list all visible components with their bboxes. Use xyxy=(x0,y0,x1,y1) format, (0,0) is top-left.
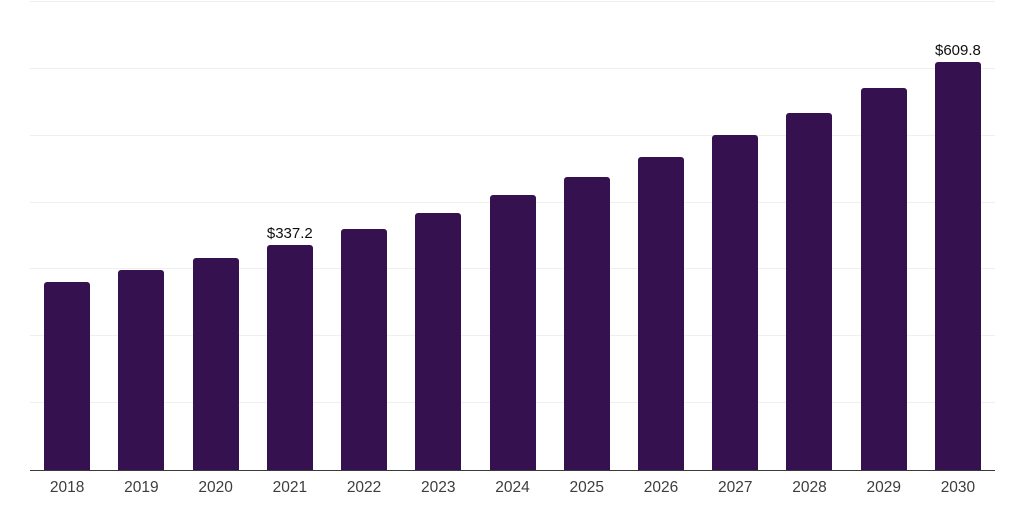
bar-slot-2021: $337.2 xyxy=(253,0,327,470)
bar-2023 xyxy=(415,212,462,470)
bar-2024 xyxy=(489,195,536,470)
bar-slot-2022 xyxy=(327,0,401,470)
bar-slot-2026 xyxy=(624,0,698,470)
x-axis-label-2030: 2030 xyxy=(940,479,976,496)
bar-slot-2023 xyxy=(401,0,475,470)
x-axis-label-2027: 2027 xyxy=(717,479,753,496)
x-axis-label-2028: 2028 xyxy=(792,479,827,496)
bar-2029 xyxy=(860,88,907,470)
x-axis-label-2025: 2025 xyxy=(569,479,604,496)
bar-slot-2019 xyxy=(104,0,178,470)
x-axis-line xyxy=(30,469,995,471)
x-axis-tick-labels: 2018 2019 2020 2021 2022 2023 2024 2025 2026 2027… xyxy=(30,479,995,498)
gridline-600 xyxy=(30,67,995,69)
x-axis-label-2018: 2018 xyxy=(49,479,85,496)
bar-slot-2028 xyxy=(772,0,846,470)
bar-2020 xyxy=(192,257,239,470)
bar-slot-2029 xyxy=(847,0,921,470)
x-axis-label-2020: 2020 xyxy=(198,479,233,496)
bar-series: $337.2 $609.8 xyxy=(30,0,995,470)
bar-2021: $337.2 xyxy=(266,226,313,470)
gridline-700 xyxy=(30,1,995,2)
bar-2030: $609.8 xyxy=(934,43,981,470)
bar-2022 xyxy=(341,229,388,470)
gridline-500 xyxy=(30,134,995,136)
bar-slot-2018 xyxy=(30,0,104,470)
plot-area: $337.2 $609.8 xyxy=(30,0,995,471)
bar-2028 xyxy=(786,112,833,470)
x-axis-label-2029: 2029 xyxy=(866,479,901,496)
x-axis-label-2024: 2024 xyxy=(495,479,530,496)
x-axis-label-2019: 2019 xyxy=(124,479,159,496)
bar-2026 xyxy=(637,156,684,470)
bar-slot-2025 xyxy=(550,0,624,470)
x-axis-label-2026: 2026 xyxy=(643,479,679,496)
bar-2025 xyxy=(563,176,610,470)
bar-slot-2024 xyxy=(475,0,549,470)
bar-slot-2027 xyxy=(698,0,772,470)
bar-slot-2020 xyxy=(178,0,252,470)
bar-value-label-2021: $337.2 xyxy=(266,224,313,242)
bar-slot-2030: $609.8 xyxy=(921,0,995,470)
bar-2018 xyxy=(44,282,91,470)
x-axis-label-2021: 2021 xyxy=(272,479,308,496)
bar-value-label-2030: $609.8 xyxy=(934,42,981,60)
x-axis-label-2023: 2023 xyxy=(421,479,456,496)
bar-2027 xyxy=(712,135,759,470)
x-axis-label-2022: 2022 xyxy=(346,479,382,496)
bar-2019 xyxy=(118,270,165,470)
